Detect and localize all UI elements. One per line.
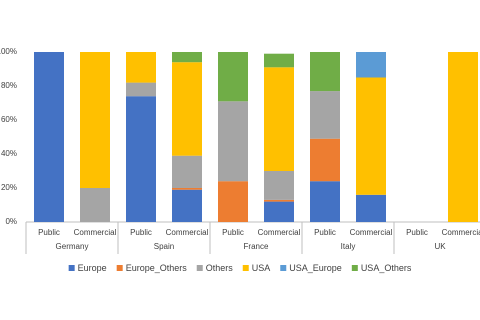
y-tick-label: 40% xyxy=(1,149,17,158)
bar-segment xyxy=(218,52,248,102)
bar-segment xyxy=(172,155,202,188)
y-tick-label: 100% xyxy=(0,47,17,56)
legend-label: Europe_Others xyxy=(126,263,188,273)
y-tick-label: 80% xyxy=(1,81,17,90)
x-tick-label: Commercial xyxy=(74,228,117,237)
bar-segment xyxy=(356,77,386,195)
bar-segment xyxy=(448,52,478,222)
bar-segment xyxy=(172,52,202,63)
legend-swatch xyxy=(351,265,358,271)
bar-segment xyxy=(310,181,340,222)
bar-segment xyxy=(172,62,202,156)
bar-segment xyxy=(310,91,340,139)
x-tick-label: Commercial xyxy=(442,228,480,237)
group-label: Spain xyxy=(154,242,174,251)
group-label: Italy xyxy=(341,242,356,251)
x-tick-label: Commercial xyxy=(258,228,301,237)
bar-segment xyxy=(80,52,110,188)
legend-label: Others xyxy=(206,263,234,273)
group-label: UK xyxy=(434,242,446,251)
bar-segment xyxy=(34,52,64,222)
bar-segment xyxy=(126,96,156,222)
y-tick-label: 0% xyxy=(5,217,17,226)
x-tick-label: Public xyxy=(38,228,60,237)
bar-segment xyxy=(172,188,202,190)
group-label: Germany xyxy=(56,242,89,251)
bar-segment xyxy=(218,181,248,222)
bar-segment xyxy=(356,52,386,78)
bar-segment xyxy=(126,52,156,83)
x-tick-label: Public xyxy=(222,228,244,237)
bar-segment xyxy=(264,171,294,200)
bar-segment xyxy=(264,53,294,68)
bar-segment xyxy=(218,101,248,182)
bar-segment xyxy=(172,189,202,222)
bar-segment xyxy=(126,82,156,97)
group-label: France xyxy=(244,242,269,251)
x-tick-label: Public xyxy=(130,228,152,237)
bar-segment xyxy=(264,201,294,222)
bar-segment xyxy=(310,52,340,92)
legend-label: Europe xyxy=(78,263,107,273)
y-tick-label: 60% xyxy=(1,115,17,124)
legend-swatch xyxy=(242,265,249,271)
x-tick-label: Public xyxy=(406,228,428,237)
legend-label: USA_Europe xyxy=(289,263,342,273)
legend-swatch xyxy=(196,265,203,271)
legend-swatch xyxy=(116,265,123,271)
legend-swatch xyxy=(280,265,287,271)
legend: Europe Europe_Others Others USA USA_Europe US… xyxy=(68,263,412,273)
bar-segment xyxy=(264,199,294,202)
y-tick-label: 20% xyxy=(1,183,17,192)
bar-segment xyxy=(80,188,110,222)
bar-segment xyxy=(310,138,340,182)
bar-segment xyxy=(264,67,294,171)
bar-segment xyxy=(356,194,386,222)
x-tick-label: Commercial xyxy=(166,228,209,237)
legend-swatch xyxy=(68,265,75,271)
legend-label: USA_Others xyxy=(361,263,412,273)
x-tick-label: Public xyxy=(314,228,336,237)
x-tick-label: Commercial xyxy=(350,228,393,237)
legend-label: USA xyxy=(252,263,271,273)
